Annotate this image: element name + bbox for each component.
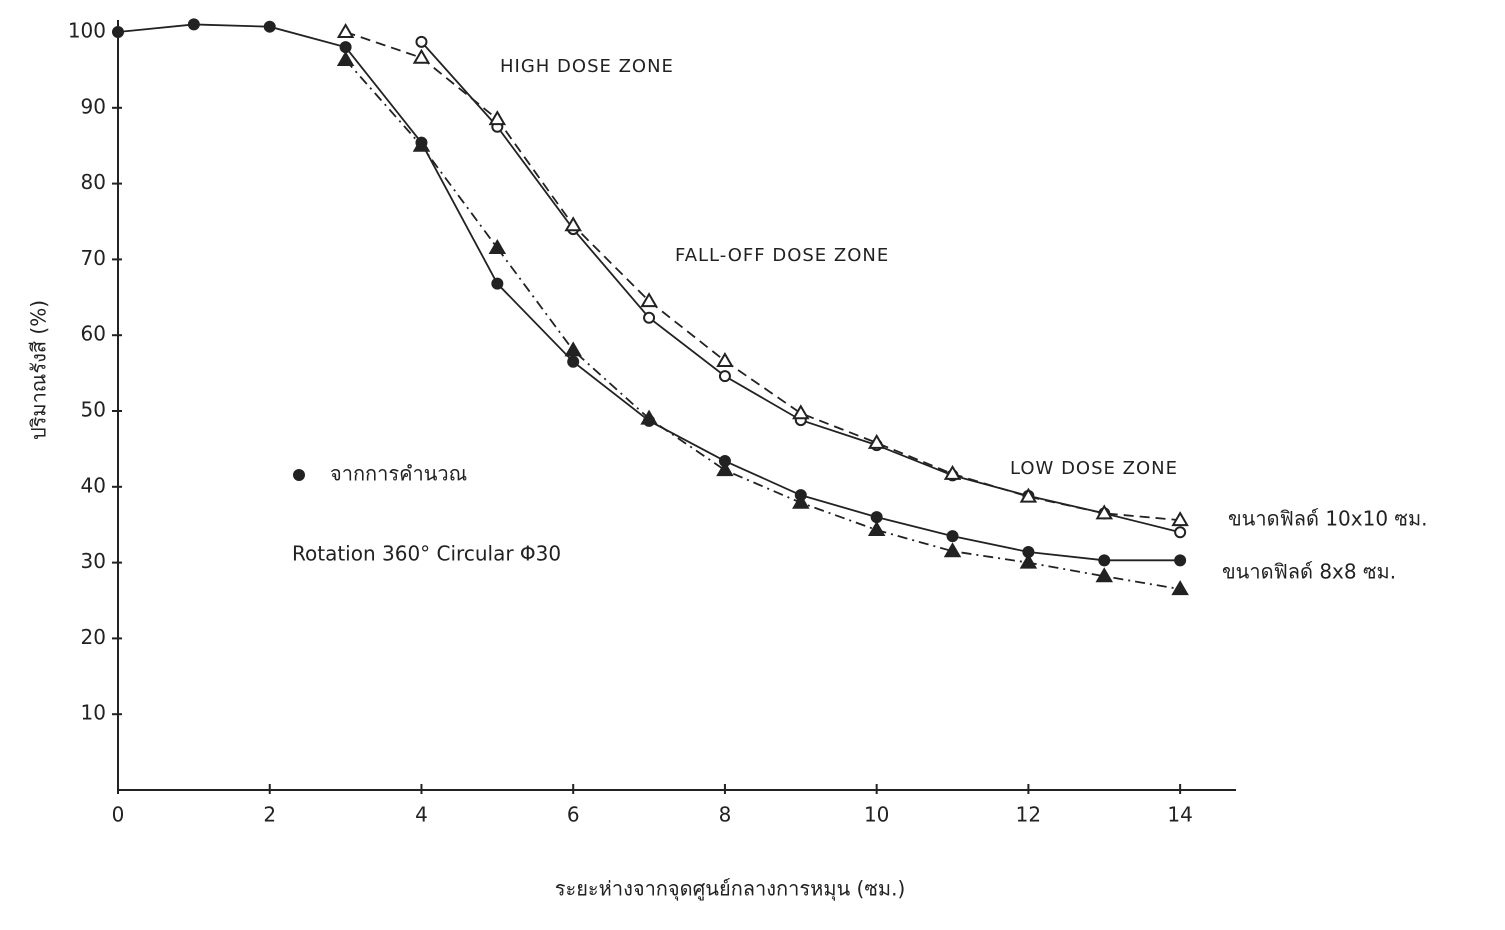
point [867,433,886,449]
point [870,511,883,524]
y-tick-label: 20 [81,625,106,649]
y-tick-label: 50 [81,398,106,422]
point [564,216,582,232]
y-tick-label: 30 [81,549,106,573]
annotation: LOW DOSE ZONE [1010,458,1178,479]
point [1174,526,1187,539]
point [946,530,959,543]
point [640,292,658,308]
point [488,239,507,255]
point [943,464,962,480]
annotation: Rotation 360° Circular Φ30 [292,542,561,566]
series-line [345,31,1181,522]
x-tick-label: 10 [864,803,889,827]
point [718,370,731,383]
point [488,110,507,126]
point [339,41,352,54]
point [564,341,582,357]
point [792,404,810,420]
y-tick-label: 10 [81,701,106,725]
annotation: HIGH DOSE ZONE [500,56,674,77]
point [1098,554,1111,567]
point [412,48,431,64]
point [640,409,658,425]
y-tick-label: 70 [81,246,106,270]
x-axis-label: ระยะห่างจากจุดศูนย์กลางการหมุน (ซม.) [555,877,906,902]
point [1095,504,1114,520]
point [412,136,431,152]
point [1171,580,1189,596]
point [1174,554,1187,567]
annotation: ขนาดฟิลด์ 10x10 ซม. [1228,507,1428,531]
point [187,18,200,31]
point [336,51,355,67]
point [867,521,886,537]
point [1019,487,1038,503]
point [716,461,734,477]
legend-marker [293,469,305,481]
x-tick-label: 14 [1167,803,1192,827]
y-tick-label: 40 [81,473,106,497]
annotation: FALL-OFF DOSE ZONE [675,245,889,266]
point [1095,567,1114,583]
point [792,493,810,509]
x-tick-label: 0 [112,803,125,827]
annotation: ขนาดฟิลด์ 8x8 ซม. [1222,560,1396,584]
y-tick-label: 60 [81,322,106,346]
point [1171,511,1189,527]
x-tick-label: 2 [263,803,276,827]
x-tick-label: 12 [1016,803,1041,827]
point [491,277,504,290]
legend-text: จากการคำนวณ [330,462,467,486]
y-axis-label: ปริมาณรังสี (%) [27,300,51,440]
point [643,311,656,324]
x-tick-label: 8 [719,803,732,827]
point [336,23,355,38]
x-tick-label: 6 [567,803,580,827]
point [716,351,734,367]
point [112,26,124,38]
y-tick-label: 90 [81,94,106,118]
point [1019,553,1038,569]
series-line [344,59,1181,591]
point [943,542,962,558]
point [567,355,580,368]
point [263,20,276,33]
y-tick-label: 100 [68,19,106,43]
point [415,35,428,48]
y-tick-label: 80 [81,170,106,194]
x-tick-label: 4 [415,803,428,827]
